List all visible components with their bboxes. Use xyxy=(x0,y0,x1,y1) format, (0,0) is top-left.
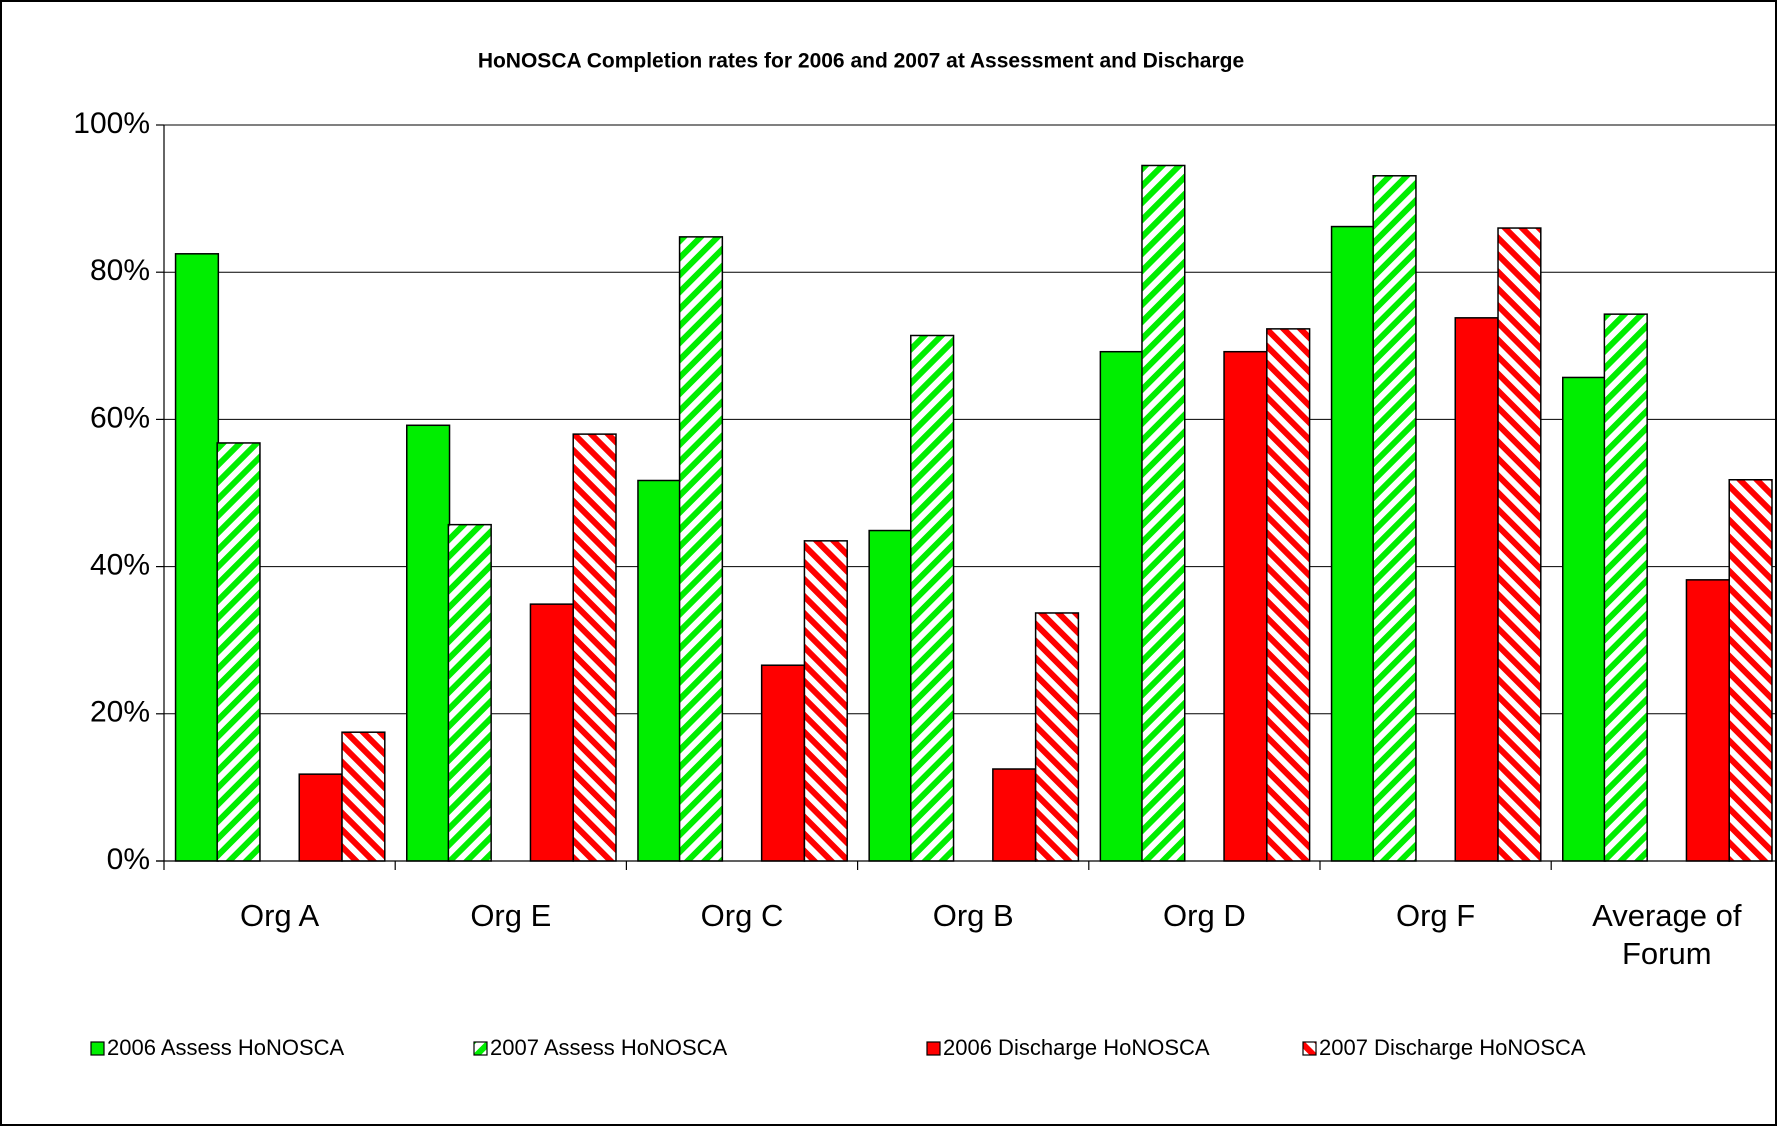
bar xyxy=(298,773,343,862)
bar xyxy=(529,603,574,862)
bar xyxy=(1266,328,1311,862)
bar xyxy=(910,334,955,862)
y-tick-label: 0% xyxy=(107,843,150,876)
bar xyxy=(1562,376,1607,862)
bar xyxy=(1497,227,1542,862)
y-tick-label: 20% xyxy=(90,696,150,729)
y-tick-label: 40% xyxy=(90,549,150,582)
bar xyxy=(868,529,913,862)
bar xyxy=(637,479,682,862)
x-tick-label: Org D xyxy=(1163,898,1246,933)
legend-swatch xyxy=(90,1041,105,1056)
bar xyxy=(1685,579,1730,862)
bar xyxy=(803,540,848,862)
legend-label: 2006 Assess HoNOSCA xyxy=(107,1035,345,1060)
legend-swatch xyxy=(1302,1041,1317,1056)
bar xyxy=(678,236,724,862)
x-tick-label: Average of Forum xyxy=(1592,898,1742,971)
bar xyxy=(447,523,492,862)
y-tick-label: 60% xyxy=(90,401,150,434)
bar xyxy=(406,424,451,862)
bar xyxy=(216,442,261,862)
y-tick-label: 100% xyxy=(73,107,150,140)
bar xyxy=(1603,313,1648,862)
bar xyxy=(1454,317,1499,862)
bar xyxy=(341,731,386,862)
x-tick-label: Org E xyxy=(470,898,551,933)
bar xyxy=(1034,612,1080,862)
bar xyxy=(174,253,220,862)
bar xyxy=(1728,479,1773,862)
bar xyxy=(1141,164,1186,862)
chart-title: HoNOSCA Completion rates for 2006 and 20… xyxy=(478,50,1244,73)
legend-swatch xyxy=(926,1041,941,1056)
legend-label: 2006 Discharge HoNOSCA xyxy=(943,1035,1210,1060)
bar xyxy=(1372,175,1417,862)
x-tick-label: Org B xyxy=(933,898,1014,933)
legend-label: 2007 Discharge HoNOSCA xyxy=(1319,1035,1586,1060)
bar xyxy=(1330,225,1376,862)
legend-swatch xyxy=(473,1041,488,1056)
bar xyxy=(760,664,806,862)
x-tick-label: Org F xyxy=(1396,898,1475,933)
bar xyxy=(1099,350,1144,862)
bar xyxy=(992,768,1037,862)
legend-label: 2007 Assess HoNOSCA xyxy=(490,1035,728,1060)
bar xyxy=(1223,350,1268,862)
x-tick-label: Org C xyxy=(701,898,784,933)
bar xyxy=(572,433,617,862)
y-tick-label: 80% xyxy=(90,254,150,287)
x-tick-label: Org A xyxy=(240,898,320,933)
